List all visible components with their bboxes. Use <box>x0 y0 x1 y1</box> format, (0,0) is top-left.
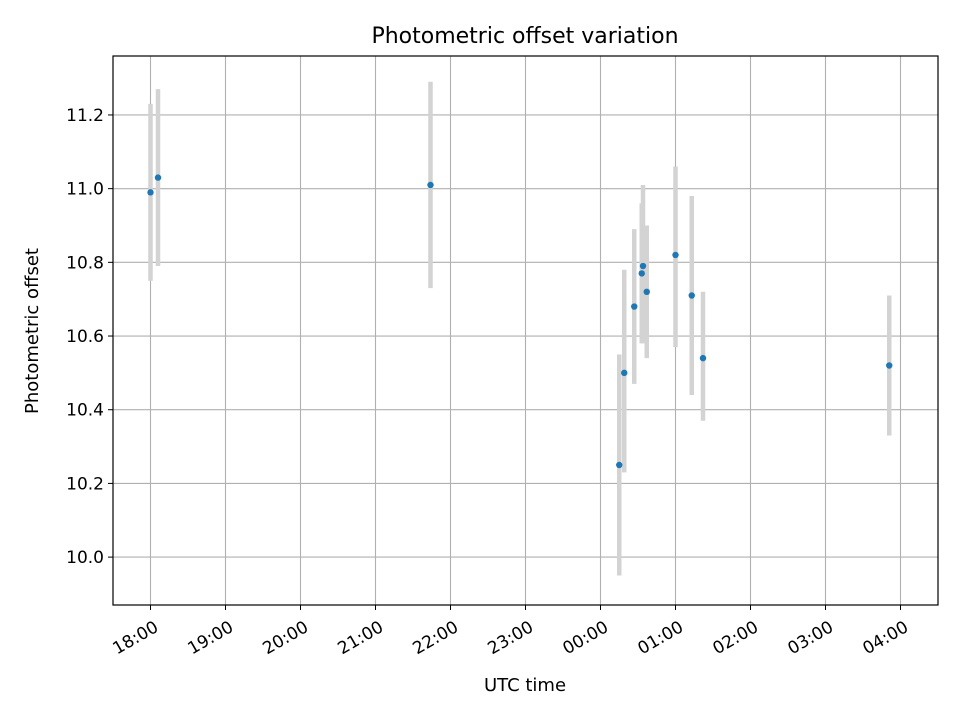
y-tick-label: 10.4 <box>66 401 104 421</box>
y-tick-label: 10.2 <box>66 474 104 494</box>
y-tick-label: 10.8 <box>66 253 104 273</box>
data-point <box>621 369 628 377</box>
y-tick-label: 10.0 <box>66 548 104 568</box>
x-axis-label: UTC time <box>484 675 566 696</box>
data-point <box>616 461 623 469</box>
chart-title: Photometric offset variation <box>371 24 678 49</box>
data-point <box>886 362 893 369</box>
y-axis-ticks: 10.0 10.2 10.4 10.6 10.8 11.0 11.2 <box>66 106 113 568</box>
data-point <box>631 303 638 310</box>
data-point <box>672 251 679 259</box>
data-point <box>688 292 695 299</box>
y-tick-label: 11.2 <box>66 106 104 126</box>
data-point <box>147 189 154 196</box>
data-point <box>643 288 650 296</box>
data-point <box>639 262 647 270</box>
data-point <box>699 354 707 362</box>
data-point <box>427 181 434 189</box>
data-point <box>638 270 645 277</box>
y-axis-label: Photometric offset <box>22 248 43 414</box>
y-tick-label: 11.0 <box>66 180 104 200</box>
data-points <box>147 174 893 469</box>
y-tick-label: 10.6 <box>66 327 104 347</box>
data-point <box>154 174 162 181</box>
